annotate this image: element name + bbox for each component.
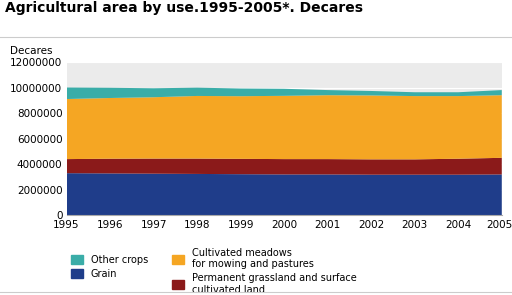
Text: Decares: Decares bbox=[10, 46, 53, 56]
Text: Agricultural area by use.1995-2005*. Decares: Agricultural area by use.1995-2005*. Dec… bbox=[5, 1, 363, 15]
Legend: Other crops, Grain, Cultivated meadows
for mowing and pastures, Permanent grassl: Other crops, Grain, Cultivated meadows f… bbox=[71, 248, 357, 295]
